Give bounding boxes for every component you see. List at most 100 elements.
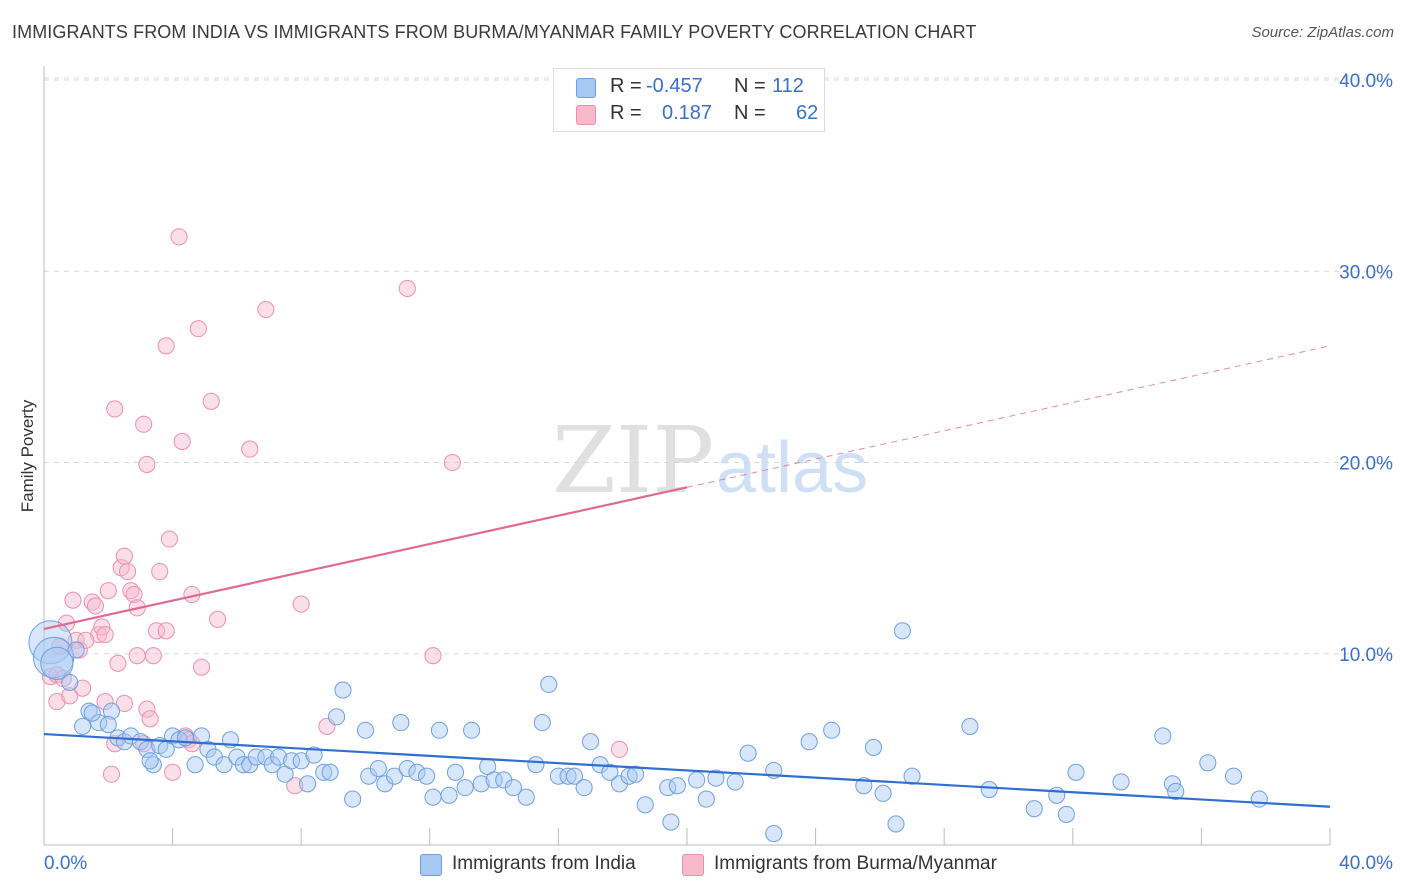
data-point-india [601,763,619,781]
data-point-india [980,780,998,799]
data-point-burma [160,530,178,548]
data-point-burma [109,654,127,672]
data-point-india [581,733,600,751]
n-value: 62 [796,102,819,124]
data-point-burma [125,585,143,604]
data-point-india [186,756,204,774]
data-point-india [247,748,265,766]
grid-lines [44,77,1392,655]
data-point-india [627,765,645,783]
data-point-india [234,756,252,774]
data-point-india [424,788,442,806]
data-point-india [61,673,79,691]
data-point-burma [443,453,461,472]
data-point-india [99,715,117,734]
data-point-india [739,744,757,762]
data-point-india [1048,786,1066,804]
watermark-zip: ZIP [552,407,714,514]
data-point-burma [157,622,175,640]
axes [43,66,1331,846]
series-burma-points [41,228,629,795]
data-point-india [688,771,706,789]
data-point-india [765,824,783,843]
r-value: 0.187 [662,102,713,124]
data-point-burma [241,440,259,458]
data-point-burma [115,547,133,565]
data-point-burma [202,392,220,410]
data-point-burma [128,647,146,665]
data-point-india [1112,773,1130,791]
trend-lines [43,345,1331,808]
r-value: -0.457 [646,75,703,97]
data-point-burma [86,597,105,615]
data-point-india [472,775,490,793]
data-point-india [67,641,85,659]
data-point-india [215,756,233,774]
data-point-burma [96,626,114,644]
data-point-india [138,740,156,758]
data-point-india [398,759,416,778]
data-point-india [504,779,522,797]
data-point-india [369,759,387,778]
chart-title: IMMIGRANTS FROM INDIA VS IMMIGRANTS FROM… [12,22,977,42]
y-tick-label: 40.0% [1339,71,1393,92]
legend-swatch-india [420,854,442,876]
data-point-india [418,767,436,785]
data-point-burma [144,647,162,665]
data-point-burma [119,562,137,581]
data-point-india [392,714,410,732]
data-point-india [1025,800,1043,818]
data-point-burma [173,432,191,451]
data-point-burma [209,610,227,628]
data-point-india [463,721,481,739]
data-point-burma [106,400,124,418]
data-point-india [887,815,905,833]
data-point-india [823,721,841,739]
data-point-burma [164,763,182,781]
data-point-india [864,738,883,757]
data-point-burma [74,679,92,697]
source-credit: Source: ZipAtlas.com [1251,24,1394,41]
x-tick-label-max: 40.0% [1339,853,1393,874]
data-point-india [485,771,503,789]
n-label: N = [734,102,766,124]
data-point-india [356,721,375,739]
legend-swatch-burma [682,854,704,876]
x-tick-label-min: 0.0% [44,853,87,874]
data-point-burma [115,694,133,713]
n-label: N = [734,75,766,97]
data-point-burma [141,710,159,728]
data-point-india [40,646,74,680]
data-point-india [565,767,584,785]
data-point-india [315,763,333,781]
data-point-india [726,773,744,791]
data-point-burma [135,415,153,433]
data-point-india [1057,805,1075,823]
data-point-burma [424,647,442,665]
r-label: R = [610,75,642,97]
data-point-india [408,763,426,781]
data-point-india [1250,790,1268,808]
data-point-burma [99,582,117,600]
data-point-india [28,620,73,665]
data-point-india [334,681,352,699]
data-point-india [575,779,593,797]
data-point-burma [257,300,275,319]
data-point-india [282,752,301,770]
data-point-india [636,796,654,814]
data-point-burma [610,740,629,758]
data-point-burma [170,228,188,246]
data-point-india [299,775,317,793]
data-point-india [344,790,362,808]
data-point-burma [292,595,310,613]
n-value: 112 [772,75,804,97]
trend-line-india [43,732,1331,808]
data-point-india [328,708,346,726]
data-point-india [270,748,288,766]
chart-legend: Immigrants from India Immigrants from Bu… [0,851,1406,879]
y-tick-label: 20.0% [1339,454,1393,475]
india-swatch [576,78,596,98]
data-point-india [430,721,449,739]
data-point-burma [286,777,304,795]
data-point-burma [151,562,169,581]
